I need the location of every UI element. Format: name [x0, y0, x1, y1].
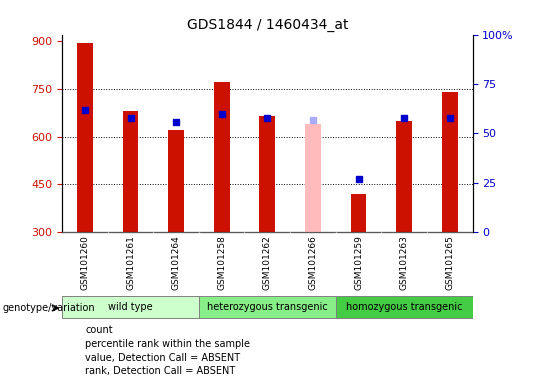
- Text: genotype/variation: genotype/variation: [3, 303, 96, 313]
- Text: rank, Detection Call = ABSENT: rank, Detection Call = ABSENT: [85, 366, 235, 376]
- Text: GSM101258: GSM101258: [217, 235, 226, 290]
- Bar: [350, 194, 367, 232]
- FancyBboxPatch shape: [62, 296, 199, 318]
- Text: GSM101265: GSM101265: [445, 235, 454, 290]
- Bar: [123, 111, 138, 232]
- Text: GSM101261: GSM101261: [126, 235, 135, 290]
- Text: GSM101260: GSM101260: [80, 235, 90, 290]
- Bar: [259, 116, 275, 232]
- Bar: [168, 130, 184, 232]
- Text: count: count: [85, 325, 113, 335]
- Bar: [214, 83, 230, 232]
- Text: GSM101264: GSM101264: [172, 235, 180, 290]
- Text: percentile rank within the sample: percentile rank within the sample: [85, 339, 251, 349]
- Bar: [442, 92, 458, 232]
- Bar: [305, 124, 321, 232]
- Text: wild type: wild type: [108, 302, 153, 312]
- Bar: [77, 43, 93, 232]
- Text: GSM101259: GSM101259: [354, 235, 363, 290]
- Text: heterozygous transgenic: heterozygous transgenic: [207, 302, 328, 312]
- Bar: [396, 121, 412, 232]
- Text: homozygous transgenic: homozygous transgenic: [346, 302, 462, 312]
- Text: GSM101262: GSM101262: [263, 235, 272, 290]
- Text: GSM101263: GSM101263: [400, 235, 409, 290]
- Text: value, Detection Call = ABSENT: value, Detection Call = ABSENT: [85, 353, 240, 362]
- FancyBboxPatch shape: [336, 296, 472, 318]
- Text: GSM101266: GSM101266: [308, 235, 318, 290]
- Title: GDS1844 / 1460434_at: GDS1844 / 1460434_at: [186, 18, 348, 32]
- FancyBboxPatch shape: [199, 296, 336, 318]
